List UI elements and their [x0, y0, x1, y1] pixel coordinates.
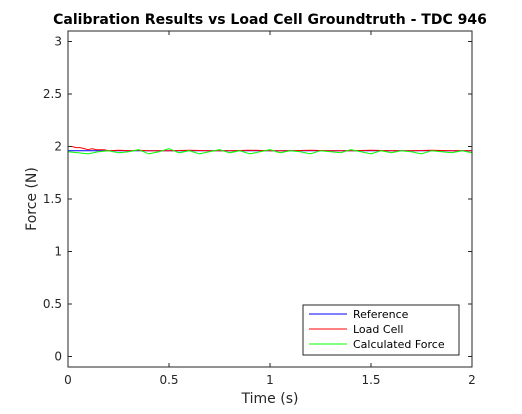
legend-box	[302, 304, 460, 356]
legend-label-reference: Reference	[353, 308, 409, 321]
y-tick-label: 3	[54, 35, 62, 49]
legend-label-calculated-force: Calculated Force	[353, 338, 445, 351]
x-tick-label: 2	[468, 373, 476, 387]
y-tick-label: 0.5	[43, 297, 62, 311]
y-tick-label: 0	[54, 350, 62, 364]
series-line-load-cell	[68, 146, 472, 152]
y-tick-label: 2.5	[43, 87, 62, 101]
chart-title: Calibration Results vs Load Cell Groundt…	[53, 12, 487, 28]
y-axis-label: Force (N)	[24, 167, 40, 231]
y-axis: 0 0.5 1 1.5 2 2.5 3	[43, 35, 472, 364]
legend: Reference Load Cell Calculated Force	[302, 304, 460, 356]
x-tick-label: 0	[64, 373, 72, 387]
legend-label-load-cell: Load Cell	[353, 323, 403, 336]
y-tick-label: 2	[54, 140, 62, 154]
x-tick-label: 0.5	[159, 373, 178, 387]
x-axis: 0 0.5 1 1.5 2	[64, 31, 476, 387]
series-line-calculated-force	[67, 148, 473, 155]
x-axis-label: Time (s)	[241, 391, 299, 407]
series-lines	[67, 146, 473, 155]
x-tick-label: 1	[266, 373, 274, 387]
y-tick-label: 1.5	[43, 192, 62, 206]
y-tick-label: 1	[54, 245, 62, 259]
x-tick-label: 1.5	[361, 373, 380, 387]
